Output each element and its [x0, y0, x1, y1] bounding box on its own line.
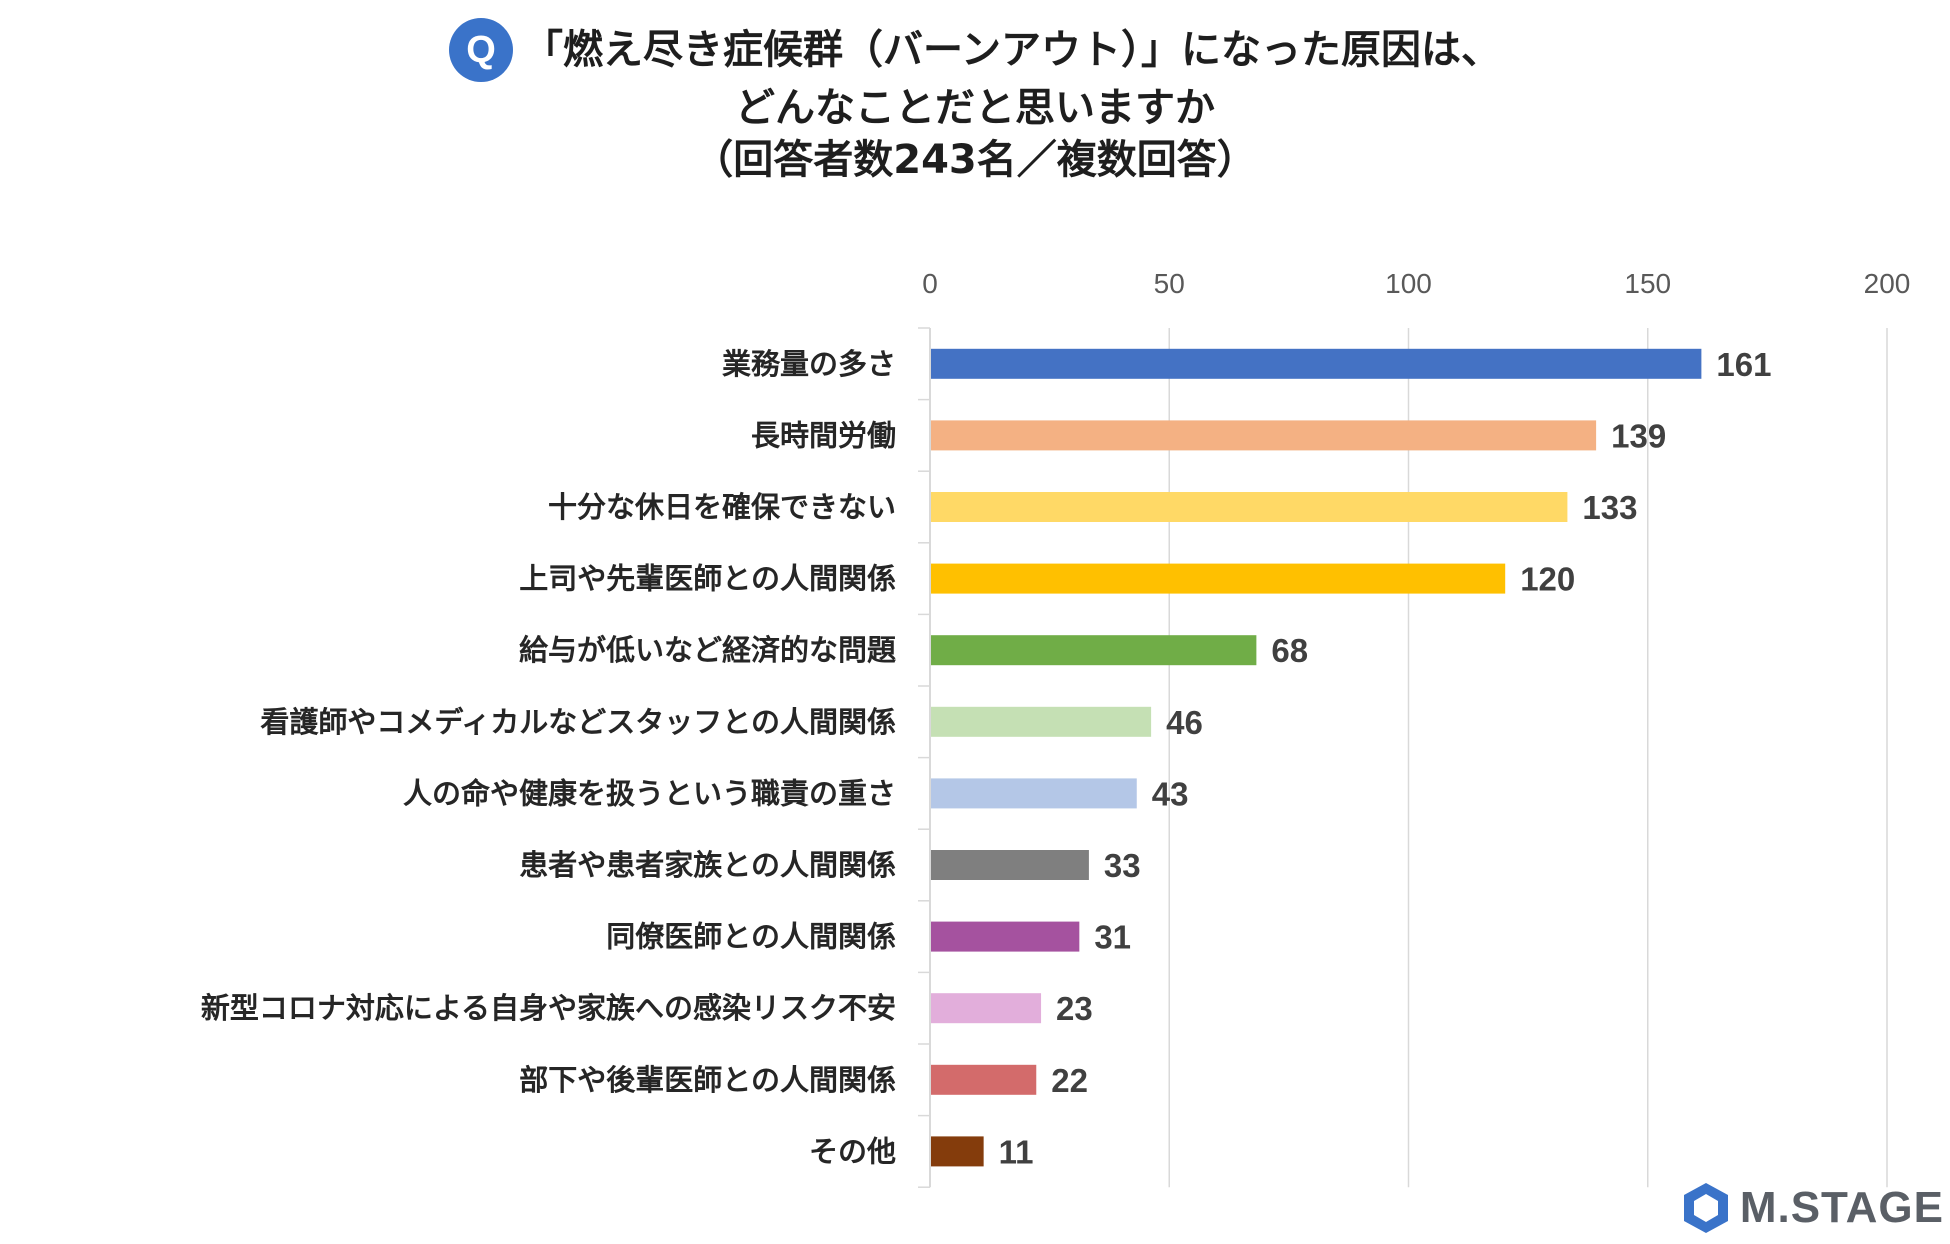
- q-badge-icon: Q: [449, 18, 513, 82]
- x-tick-label: 200: [1864, 268, 1911, 299]
- title-line-3: （回答者数243名／複数回答）: [693, 137, 1257, 183]
- category-label: 業務量の多さ: [722, 347, 896, 381]
- title-line-2: どんなことだと思いますか: [735, 85, 1215, 131]
- data-label: 31: [1094, 919, 1131, 956]
- data-label: 22: [1051, 1062, 1088, 1099]
- category-label: 患者や患者家族との人間関係: [519, 848, 896, 882]
- logo: M.STAGE: [1678, 1180, 1944, 1236]
- data-label: 11: [999, 1133, 1034, 1170]
- x-tick-label: 50: [1154, 268, 1185, 299]
- bar: [931, 850, 1089, 880]
- data-label: 33: [1104, 847, 1141, 884]
- title-text-1: 「燃え尽き症候群（バーンアウト）」になった原因は、: [523, 27, 1501, 73]
- data-label: 133: [1582, 489, 1637, 526]
- data-label: 68: [1271, 632, 1308, 669]
- data-label: 43: [1152, 775, 1189, 812]
- category-label: 上司や先輩医師との人間関係: [519, 562, 896, 596]
- category-label: 十分な休日を確保できない: [548, 490, 896, 524]
- category-label: 給与が低いなど経済的な問題: [519, 633, 897, 667]
- bar: [931, 563, 1506, 594]
- data-label: 161: [1716, 346, 1771, 383]
- bar: [931, 635, 1257, 666]
- category-label: 同僚医師との人間関係: [606, 920, 896, 954]
- hexagon-logo-icon: [1683, 1183, 1728, 1233]
- category-label: その他: [809, 1134, 896, 1168]
- title-line-1: Q 「燃え尽き症候群（バーンアウト）」になった原因は、: [449, 18, 1501, 82]
- category-label: 人の命や健康を扱うという職責の重さ: [403, 776, 896, 810]
- chart-title: Q 「燃え尽き症候群（バーンアウト）」になった原因は、 どんなことだと思いますか…: [0, 18, 1950, 186]
- bar: [931, 1064, 1037, 1095]
- category-label: 部下や後輩医師との人間関係: [519, 1063, 896, 1097]
- bar: [931, 348, 1702, 379]
- bar: [931, 706, 1152, 737]
- bar: [931, 993, 1042, 1024]
- bar: [931, 420, 1597, 451]
- x-tick-label: 0: [922, 268, 938, 299]
- category-label: 長時間労働: [751, 418, 896, 452]
- logo-text: M.STAGE: [1739, 1183, 1944, 1232]
- category-label: 看護師やコメディカルなどスタッフとの人間関係: [260, 705, 896, 739]
- x-tick-label: 150: [1624, 268, 1671, 299]
- bar: [931, 778, 1137, 809]
- x-tick-label: 100: [1385, 268, 1432, 299]
- bar: [931, 492, 1568, 522]
- bar: [931, 1136, 984, 1167]
- bar: [931, 921, 1080, 952]
- category-label: 新型コロナ対応による自身や家族への感染リスク不安: [201, 991, 896, 1025]
- data-label: 46: [1166, 704, 1203, 741]
- data-label: 139: [1611, 417, 1666, 454]
- data-label: 120: [1520, 561, 1575, 598]
- data-label: 23: [1056, 990, 1093, 1027]
